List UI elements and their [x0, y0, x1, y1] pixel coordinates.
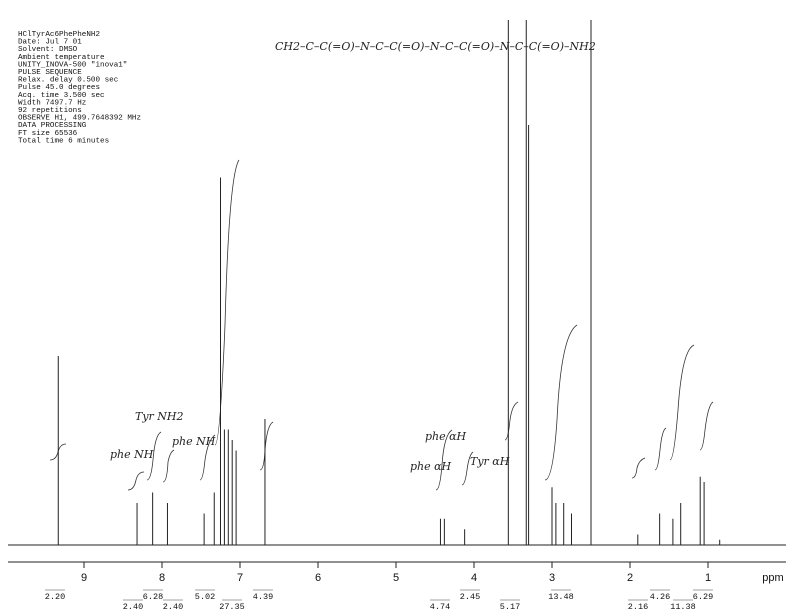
x-tick-label: 7 [237, 572, 243, 584]
integral-curve [669, 344, 695, 461]
integral-value: 2.45 [460, 592, 480, 602]
annotation: phe αH [410, 460, 452, 473]
integral-curve [127, 471, 145, 491]
integral-value: 6.28 [143, 592, 163, 602]
header-line: Pulse 45.0 degrees [18, 84, 100, 92]
x-tick-label: 6 [315, 572, 321, 584]
header-line: 92 repetitions [18, 107, 82, 115]
header-line: Solvent: DMSO [18, 46, 78, 54]
integral-value: 4.74 [430, 602, 450, 612]
annotation: phe NH [110, 448, 154, 461]
integral-value: 13.48 [548, 592, 574, 602]
integral-curve [544, 324, 578, 481]
integral-value: 5.02 [195, 592, 215, 602]
x-tick-label: 2 [627, 572, 633, 584]
integral-value: 11.38 [670, 602, 696, 612]
header-line: Relax. delay 0.500 sec [18, 77, 118, 85]
annotation: Tyr αH [470, 455, 510, 468]
integral-value: 4.39 [253, 592, 273, 602]
x-tick-label: 4 [471, 572, 477, 584]
header-line: PULSE SEQUENCE [18, 69, 82, 77]
integral-curve [654, 427, 667, 471]
header-line: UNITY_INOVA-500 "inova1" [18, 61, 127, 69]
integral-curve [504, 401, 519, 441]
integral-value: 2.40 [163, 602, 183, 612]
integral-value: 2.40 [123, 602, 143, 612]
header-line: DATA PROCESSING [18, 122, 87, 130]
integral-curve [699, 401, 714, 451]
x-tick-label: 3 [549, 572, 555, 584]
integral-curve [259, 421, 274, 471]
x-tick-label: 8 [159, 572, 165, 584]
integral-value: 6.29 [693, 592, 713, 602]
x-tick-label: 5 [393, 572, 399, 584]
integral-value: 5.17 [500, 602, 520, 612]
annotation: phe NH [172, 435, 216, 448]
x-tick-label: 9 [81, 572, 87, 584]
integral-curve [146, 431, 162, 481]
integral-curve [461, 451, 474, 486]
integral-curve [435, 429, 453, 491]
header-line: Width 7497.7 Hz [18, 99, 86, 107]
integral-curve [199, 434, 216, 481]
integral-curves [49, 159, 714, 491]
integral-value: 2.20 [45, 592, 65, 602]
integral-value: 27.35 [219, 602, 245, 612]
header-line: Acq. time 3.500 sec [18, 92, 105, 100]
header-line: HClTyrAc6PhePheNH2 [18, 31, 100, 39]
integral-curve [162, 449, 175, 483]
header-line: Ambient temperature [18, 54, 105, 62]
annotation: Tyr NH2 [135, 410, 184, 423]
structure: CH2–C–C(=O)–N–C–C(=O)–N–C–C(=O)–N–C–C(=O… [275, 40, 596, 53]
header-line: FT size 65536 [18, 130, 78, 138]
header-line: OBSERVE H1, 499.7648392 MHz [18, 115, 141, 123]
integral-value: 2.16 [628, 602, 648, 612]
header-line: Total time 6 minutes [18, 137, 109, 145]
integral-curve [214, 159, 240, 446]
x-tick-label: 1 [705, 572, 711, 584]
integral-value: 4.26 [650, 592, 670, 602]
header-line: Date: Jul 7 01 [18, 39, 82, 47]
x-axis-label: ppm [762, 572, 783, 584]
integral-curve [631, 457, 646, 479]
annotation: phe αH [425, 430, 467, 443]
